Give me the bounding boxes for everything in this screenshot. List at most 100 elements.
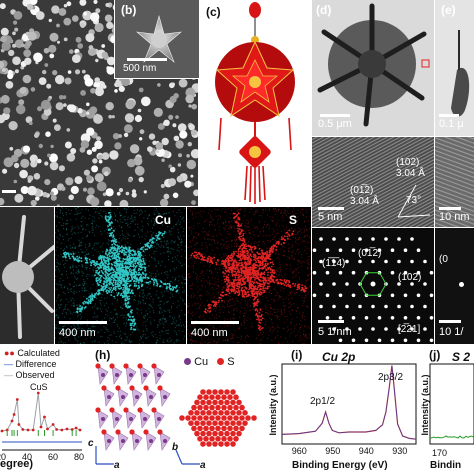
- eds-arm-dot: [131, 309, 133, 311]
- sem-particle: [57, 40, 60, 44]
- eds-noise-dot: [157, 324, 159, 327]
- eds-noise-dot: [238, 328, 240, 330]
- eds-noise-dot: [126, 222, 128, 224]
- eds-noise-dot: [192, 213, 194, 215]
- eds-noise-dot: [168, 212, 170, 214]
- eds-noise-dot: [211, 223, 213, 225]
- eds-noise-dot: [127, 337, 129, 339]
- eds-noise-dot: [181, 309, 183, 312]
- eds-noise-dot: [248, 226, 250, 228]
- lattice-fringes-right: [435, 137, 474, 227]
- eds-noise-dot: [259, 307, 261, 310]
- eds-noise-dot: [291, 211, 294, 213]
- eds-noise-dot: [139, 292, 141, 294]
- eds-noise-dot: [237, 245, 239, 247]
- eds-noise-dot: [65, 304, 67, 306]
- eds-noise-dot: [154, 207, 156, 209]
- eds-noise-dot: [239, 209, 241, 211]
- eds-arm-dot: [64, 251, 67, 254]
- eds-noise-dot: [252, 213, 254, 216]
- eds-noise-dot: [307, 256, 309, 258]
- eds-noise-dot: [250, 326, 252, 328]
- eds-core-dot: [97, 272, 100, 275]
- eds-noise-dot: [72, 285, 74, 287]
- eds-core-dot: [102, 277, 105, 279]
- eds-noise-dot: [307, 220, 310, 222]
- eds-core-dot: [121, 261, 124, 263]
- sem-particle: [168, 164, 172, 168]
- eds-core-dot: [111, 263, 114, 266]
- eds-noise-dot: [258, 334, 260, 336]
- sem-particle: [33, 173, 41, 180]
- eds-noise-dot: [129, 217, 131, 220]
- eds-arm-dot: [108, 228, 110, 231]
- eds-noise-dot: [162, 331, 164, 333]
- lattice-fringe: [312, 137, 434, 227]
- eds-noise-dot: [75, 208, 77, 210]
- sem-particle: [80, 133, 91, 144]
- eds-noise-dot: [108, 215, 110, 217]
- eds-noise-dot: [87, 209, 89, 211]
- sem-particle: [44, 161, 49, 166]
- eds-noise-dot: [227, 338, 229, 340]
- sem-particle: [98, 159, 103, 164]
- eds-noise-dot: [257, 228, 259, 230]
- sem-particle: [77, 43, 84, 49]
- eds-noise-dot: [194, 295, 196, 297]
- eds-noise-dot: [78, 284, 80, 286]
- eds-noise-dot: [230, 220, 232, 222]
- sem-particle: [49, 161, 59, 171]
- eds-noise-dot: [272, 233, 274, 236]
- eds-noise-dot: [116, 316, 119, 318]
- eds-noise-dot: [162, 286, 164, 288]
- sem-particle: [19, 87, 27, 94]
- eds-noise-dot: [190, 285, 192, 287]
- sem-particle: [83, 11, 87, 16]
- eds-noise-dot: [176, 334, 178, 336]
- eds-noise-dot: [79, 245, 81, 247]
- eds-core-dot: [112, 281, 115, 283]
- sem-particle: [0, 94, 10, 104]
- eds-noise-dot: [282, 328, 284, 330]
- eds-noise-dot: [298, 230, 300, 232]
- eds-noise-dot: [93, 235, 95, 237]
- eds-noise-dot: [86, 273, 88, 275]
- eds-noise-dot: [155, 265, 157, 267]
- eds-noise-dot: [114, 318, 117, 320]
- eds-noise-dot: [219, 215, 221, 217]
- eds-arm-dot: [113, 238, 116, 240]
- eds-noise-dot: [143, 289, 145, 291]
- eds-noise-dot: [200, 329, 202, 331]
- eds-noise-dot: [55, 269, 57, 271]
- eds-noise-dot: [115, 341, 117, 343]
- eds-noise-dot: [217, 272, 219, 274]
- inset-scale-text: 500 nm: [123, 63, 157, 74]
- sem-particle: [2, 168, 8, 174]
- eds-noise-dot: [223, 253, 225, 255]
- sem-particle: [80, 23, 86, 28]
- eds-noise-dot: [55, 215, 57, 217]
- eds-noise-dot: [77, 325, 79, 327]
- eds-noise-dot: [55, 315, 57, 317]
- sem-particle: [8, 49, 15, 57]
- eds-noise-dot: [304, 225, 306, 227]
- eds-noise-dot: [221, 247, 223, 249]
- eds-noise-dot: [288, 298, 290, 300]
- eds-noise-dot: [170, 280, 172, 282]
- eds-noise-dot: [56, 258, 58, 260]
- eds-noise-dot: [96, 285, 98, 287]
- eds-noise-dot: [71, 227, 73, 229]
- eds-noise-dot: [153, 217, 155, 220]
- eds-noise-dot: [154, 334, 156, 336]
- eds-noise-dot: [285, 263, 287, 265]
- sem-particle: [28, 121, 33, 126]
- eds-noise-dot: [81, 266, 83, 268]
- eds-noise-dot: [67, 288, 69, 290]
- eds-noise-dot: [197, 307, 199, 309]
- eds-noise-dot: [83, 278, 85, 281]
- eds-noise-dot: [165, 321, 167, 323]
- eds-noise-dot: [243, 318, 246, 320]
- eds-noise-dot: [126, 339, 128, 341]
- eds-noise-dot: [240, 323, 242, 325]
- eds-noise-dot: [151, 234, 153, 236]
